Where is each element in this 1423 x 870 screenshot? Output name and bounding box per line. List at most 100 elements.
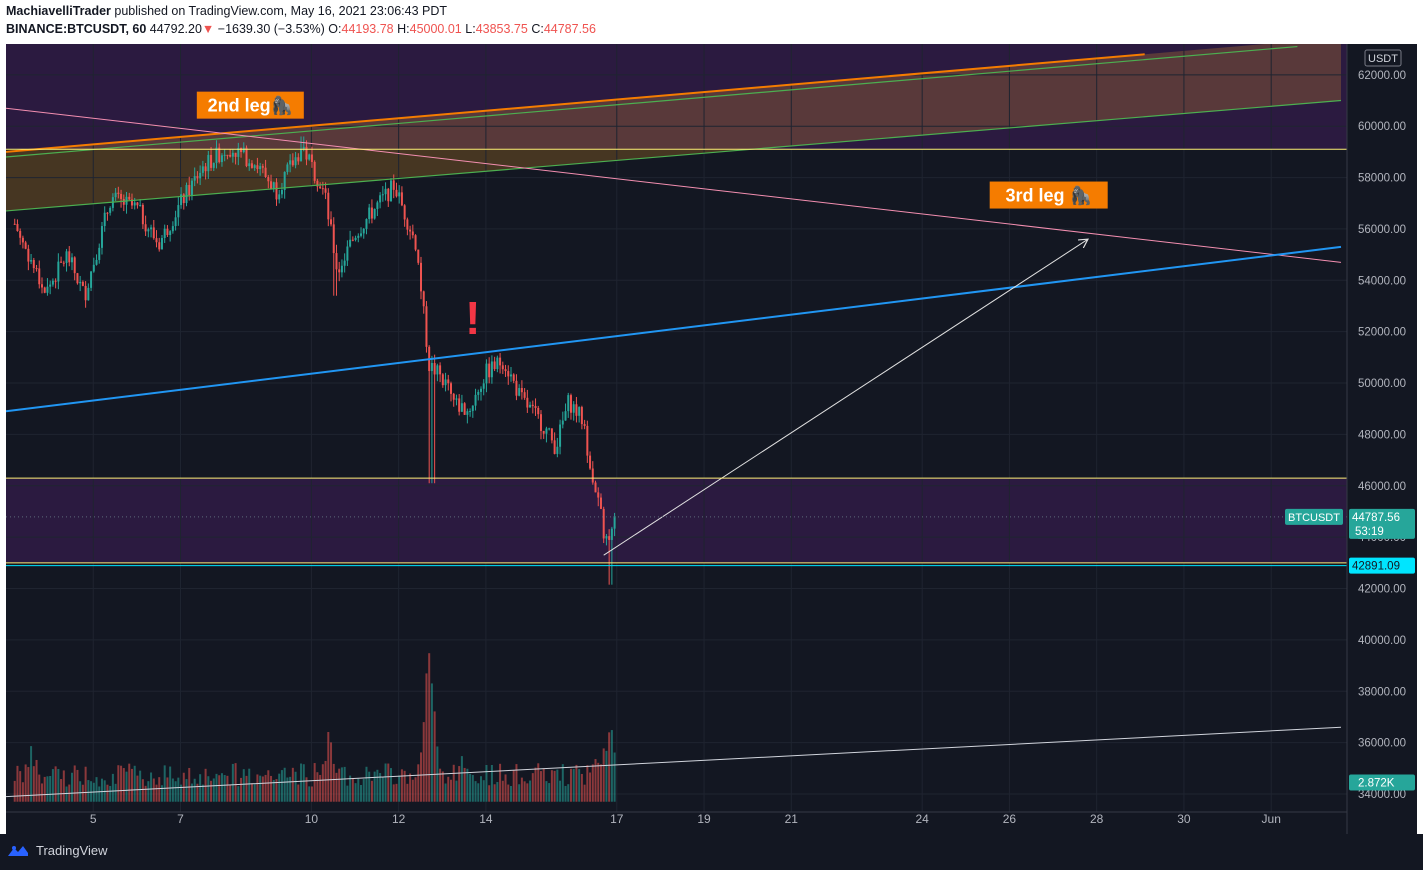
volume-bar xyxy=(594,759,597,802)
volume-bar xyxy=(242,769,245,802)
candle-body xyxy=(349,239,352,247)
volume-bar xyxy=(509,786,512,802)
volume-bar xyxy=(572,768,575,802)
volume-bar xyxy=(575,764,578,802)
volume-bar xyxy=(430,683,433,802)
trend-line-pink[interactable] xyxy=(5,107,1342,263)
volume-badge[interactable] xyxy=(1349,774,1415,791)
candle-body xyxy=(57,261,60,282)
volume-bar xyxy=(599,764,602,802)
candle-body xyxy=(30,260,33,262)
volume-bar xyxy=(493,784,496,802)
volume-bar xyxy=(283,767,286,802)
volume-bar xyxy=(95,777,98,802)
volume-bar xyxy=(264,774,267,802)
candle-body xyxy=(286,164,289,172)
candle-body xyxy=(406,219,409,230)
annotation-box[interactable] xyxy=(196,91,304,119)
candle-body xyxy=(599,497,602,509)
volume-bar xyxy=(16,765,19,802)
level-badge[interactable] xyxy=(1349,557,1415,574)
candle-body xyxy=(130,199,133,206)
trend-line-green-lower[interactable] xyxy=(5,99,1342,212)
candle-body xyxy=(177,205,180,218)
candle-body xyxy=(207,154,210,172)
candle-body xyxy=(411,231,414,236)
volume-bar xyxy=(327,732,330,802)
candle-body xyxy=(409,229,412,232)
candle-body xyxy=(373,208,376,219)
candle-body xyxy=(548,428,551,430)
volume-bar xyxy=(411,779,414,802)
candle-body xyxy=(610,528,613,540)
candle-body xyxy=(95,259,98,265)
volume-bar xyxy=(291,767,294,802)
y-tick-label: 58000.00 xyxy=(1358,173,1406,185)
y-tick-label: 48000.00 xyxy=(1358,429,1406,441)
volume-bar xyxy=(340,767,343,802)
trend-line-white-trend[interactable] xyxy=(5,726,1342,798)
candle-body xyxy=(313,161,316,181)
volume-bar xyxy=(19,771,22,802)
trend-line-blue[interactable] xyxy=(5,245,1342,413)
x-tick-label: 30 xyxy=(1177,812,1191,826)
trend-line-orange[interactable] xyxy=(5,53,1145,153)
candle-body xyxy=(174,217,177,227)
volume-bar xyxy=(550,770,553,802)
volume-bar xyxy=(559,780,562,802)
volume-bar xyxy=(548,783,551,802)
last-price-badge[interactable] xyxy=(1349,508,1415,539)
candle-body xyxy=(509,374,512,377)
x-tick-label: 17 xyxy=(610,812,624,826)
publisher-name[interactable]: MachiavelliTrader xyxy=(6,4,111,18)
candle-body xyxy=(583,424,586,426)
candle-body xyxy=(430,363,433,372)
candle-body xyxy=(400,192,403,206)
exclamation-annotation: ! xyxy=(465,292,480,344)
x-tick-label: 14 xyxy=(479,812,493,826)
candle-body xyxy=(51,280,54,285)
trend-line-green-upper[interactable] xyxy=(5,45,1298,158)
candle-body xyxy=(103,212,106,227)
trend-line-white-arrow[interactable] xyxy=(603,239,1088,556)
annotation-box[interactable] xyxy=(989,181,1108,209)
volume-bar xyxy=(458,766,461,802)
candle-body xyxy=(106,212,109,214)
candle-body xyxy=(482,383,485,389)
volume-bar xyxy=(319,774,322,802)
candle-body xyxy=(229,154,232,157)
candle-body xyxy=(580,407,583,425)
volume-bar xyxy=(463,767,466,802)
candle-body xyxy=(267,176,270,182)
candle-body xyxy=(302,146,305,150)
volume-bar xyxy=(381,777,384,802)
volume-bar xyxy=(286,777,289,802)
volume-bar xyxy=(215,773,218,802)
volume-bar xyxy=(171,778,174,802)
chart-pane[interactable]: 2nd leg🦍 3rd leg 🦍! 62000.00 60000.00 58000… xyxy=(5,37,1417,834)
candle-body xyxy=(250,163,253,168)
symbol-name[interactable]: BINANCE:BTCUSDT, 60 xyxy=(6,22,147,36)
x-tick-label: 19 xyxy=(697,812,711,826)
volume-bar xyxy=(70,772,73,802)
candle-body xyxy=(463,403,466,415)
y-tick-label: 52000.00 xyxy=(1358,327,1406,339)
volume-bar xyxy=(370,780,373,802)
y-tick-label: 62000.00 xyxy=(1358,70,1406,82)
volume-bar xyxy=(275,779,278,802)
candle-body xyxy=(13,223,16,225)
volume-bar xyxy=(272,779,275,802)
candle-body xyxy=(572,404,575,413)
price-chart[interactable]: 2nd leg🦍 3rd leg 🦍! 62000.00 60000.00 58000… xyxy=(5,37,1417,834)
candle-body xyxy=(133,202,136,206)
volume-bar xyxy=(218,775,221,802)
tradingview-logo[interactable]: TradingView xyxy=(6,843,108,858)
price-axis[interactable] xyxy=(1347,44,1417,834)
candle-body xyxy=(553,440,556,454)
volume-bar xyxy=(130,768,133,802)
currency-badge[interactable] xyxy=(1364,49,1402,67)
volume-bar xyxy=(40,783,43,802)
symbol-badge[interactable] xyxy=(1285,508,1343,525)
volume-bar xyxy=(324,760,327,802)
candle-body xyxy=(139,204,142,206)
